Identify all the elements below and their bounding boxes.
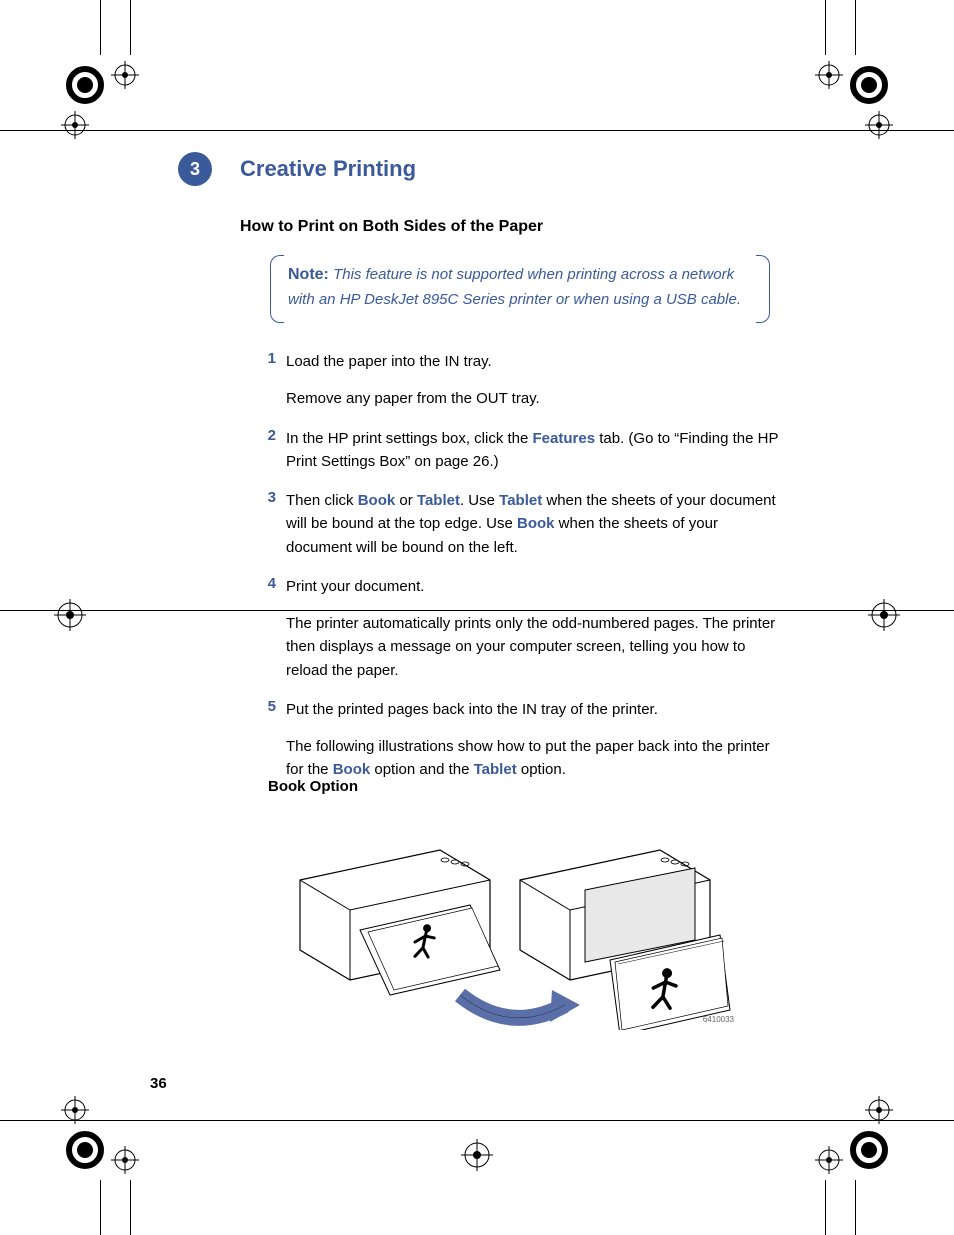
chapter-number-badge: 3	[178, 152, 212, 186]
chapter-title: Creative Printing	[240, 156, 416, 182]
step-paragraph: Then click Book or Tablet. Use Tablet wh…	[286, 489, 782, 559]
page: 3 Creative Printing How to Print on Both…	[0, 0, 954, 1235]
step: 4Print your document. The printer automat…	[262, 575, 782, 682]
step-body: Then click Book or Tablet. Use Tablet wh…	[286, 489, 782, 559]
keyword-book: Book	[358, 492, 396, 509]
step: 3Then click Book or Tablet. Use Tablet w…	[262, 489, 782, 559]
registration-mark-ml	[45, 590, 95, 640]
step-number: 2	[262, 427, 286, 474]
note-body: This feature is not supported when print…	[288, 266, 741, 308]
illustration-subhead: Book Option	[268, 778, 358, 795]
step: 1Load the paper into the IN tray. Remove …	[262, 350, 782, 411]
page-number: 36	[150, 1075, 167, 1092]
step-body: In the HP print settings box, click the …	[286, 427, 782, 474]
note-label: Note:	[288, 266, 329, 283]
step: 2In the HP print settings box, click the…	[262, 427, 782, 474]
section-title: How to Print on Both Sides of the Paper	[240, 218, 543, 236]
illustration-id: 6410033	[703, 1015, 734, 1024]
keyword-tablet: Tablet	[417, 492, 460, 509]
registration-mark-tl	[55, 55, 145, 145]
step-body: Put the printed pages back into the IN t…	[286, 698, 782, 782]
step-paragraph: Remove any paper from the OUT tray.	[286, 387, 782, 410]
registration-mark-tr	[809, 55, 899, 145]
keyword-tablet: Tablet	[474, 761, 517, 778]
note-box: Note: This feature is not supported when…	[270, 255, 770, 323]
step-paragraph: Print your document.	[286, 575, 782, 598]
registration-mark-mr	[859, 590, 909, 640]
step-number: 5	[262, 698, 286, 782]
step: 5Put the printed pages back into the IN …	[262, 698, 782, 782]
note-text: Note: This feature is not supported when…	[288, 263, 752, 311]
registration-mark-bl	[55, 1090, 145, 1180]
step-paragraph: The following illustrations show how to …	[286, 735, 782, 782]
keyword-book: Book	[333, 761, 371, 778]
step-paragraph: Put the printed pages back into the IN t…	[286, 698, 782, 721]
steps-list: 1Load the paper into the IN tray. Remove …	[262, 350, 782, 798]
registration-mark-br	[809, 1090, 899, 1180]
keyword-tablet: Tablet	[499, 492, 542, 509]
step-paragraph: The printer automatically prints only th…	[286, 612, 782, 682]
keyword-book: Book	[517, 515, 555, 532]
step-number: 3	[262, 489, 286, 559]
keyword-features: Features	[533, 430, 596, 447]
book-option-illustration: 6410033	[280, 810, 740, 1030]
step-body: Print your document. The printer automati…	[286, 575, 782, 682]
step-body: Load the paper into the IN tray. Remove a…	[286, 350, 782, 411]
registration-mark-bc	[452, 1130, 502, 1180]
step-number: 1	[262, 350, 286, 411]
step-number: 4	[262, 575, 286, 682]
step-paragraph: In the HP print settings box, click the …	[286, 427, 782, 474]
step-paragraph: Load the paper into the IN tray.	[286, 350, 782, 373]
